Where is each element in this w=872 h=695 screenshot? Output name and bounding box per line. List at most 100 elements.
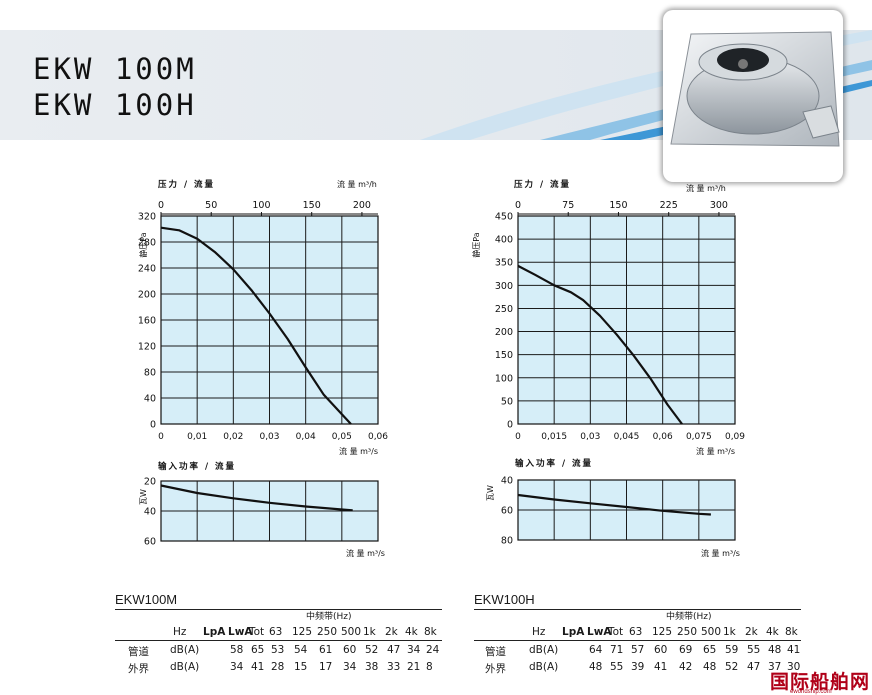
y-tick-label: 20 <box>144 477 156 488</box>
chart-title: 压力 / 流量 <box>514 179 571 190</box>
table-header-cell: 250 <box>317 626 338 638</box>
table-cell: 42 <box>679 661 693 673</box>
x2-tick-label: 100 <box>252 200 270 211</box>
table-cell: 8 <box>426 661 433 673</box>
y-tick-label: 320 <box>138 212 156 223</box>
table-cell: 41 <box>787 644 801 656</box>
y-tick-label: 100 <box>495 373 513 384</box>
product-photo <box>663 10 843 182</box>
table-cell: 69 <box>679 644 693 656</box>
y-tick-label: 200 <box>495 327 513 338</box>
table-header-cell: 63 <box>629 626 643 638</box>
watermark-logo: 国际船舶网 <box>770 672 871 693</box>
table-band-header: 中频带(Hz) <box>666 612 712 622</box>
chart-ekw100h-pressure: 0 50 100 150 200 250 300 350 400 450 静压Pa 0 0,015 0,0… <box>471 179 745 456</box>
chart-ekw100h-power: 40 60 80 瓦W 输入功率 / 流量流 量 m³/s <box>486 458 740 558</box>
table-header-cell: Tot <box>249 626 265 638</box>
table-header-cell: 4k <box>766 626 779 638</box>
table-header-cell: 500 <box>701 626 722 638</box>
table-cell: 52 <box>725 661 739 673</box>
table-band-header: 中频带(Hz) <box>306 612 352 622</box>
plot-area <box>517 215 736 425</box>
y-tick-label: 350 <box>495 258 513 269</box>
table-rule <box>474 609 801 610</box>
chart-ekw100m-power: 20 40 60 瓦W 输入功率 / 流量流 量 m³/s <box>139 461 385 558</box>
x-axis-label: 流 量 m³/s <box>339 446 378 456</box>
x2-tick-label: 300 <box>710 200 728 211</box>
table-cell: 34 <box>343 661 357 673</box>
table-cell: 59 <box>725 644 739 656</box>
table-cell: 65 <box>703 644 717 656</box>
table-header-cell: Hz <box>532 626 546 638</box>
table-cell: 71 <box>610 644 624 656</box>
y-axis-label: 静压Pa <box>138 232 148 257</box>
table-cell: 41 <box>251 661 265 673</box>
chart-title: 输入功率 / 流量 <box>515 458 593 469</box>
table-header-cell: 1k <box>363 626 376 638</box>
y-tick-label: 240 <box>138 264 156 275</box>
table-cell: 28 <box>271 661 285 673</box>
plot-area <box>160 480 379 542</box>
table-header-cell: 4k <box>405 626 418 638</box>
x-axis-label: 流 量 m³/s <box>346 548 385 558</box>
y-tick-label: 400 <box>495 235 513 246</box>
y-tick-label: 60 <box>144 537 156 548</box>
table-cell: 21 <box>407 661 421 673</box>
x-tick-label: 0,01 <box>187 432 207 442</box>
table-cell: 15 <box>294 661 308 673</box>
x2-axis-label: 流 量 m³/h <box>686 183 726 193</box>
table-row-label: 管道 <box>128 646 149 658</box>
table-cell: 41 <box>654 661 668 673</box>
table-cell: 47 <box>747 661 761 673</box>
table-cell: 54 <box>294 644 308 656</box>
table-cell: 53 <box>271 644 285 656</box>
table-cell: 33 <box>387 661 401 673</box>
x-tick-label: 0,045 <box>614 432 640 442</box>
table-model-label: EKW100H <box>474 592 535 607</box>
table-cell: 38 <box>365 661 379 673</box>
y-axis-label: 瓦W <box>139 489 148 505</box>
series-line <box>160 484 353 512</box>
y-tick-label: 450 <box>495 212 513 223</box>
plot-area <box>517 479 736 541</box>
x2-tick-label: 150 <box>609 200 627 211</box>
table-cell: 57 <box>631 644 645 656</box>
table-header-cell: LwA <box>587 626 612 638</box>
y-tick-label: 280 <box>138 238 156 249</box>
table-header-cell: 2k <box>385 626 398 638</box>
table-cell: 48 <box>589 661 603 673</box>
x2-tick-label: 75 <box>562 200 574 211</box>
table-cell: dB(A) <box>170 644 200 656</box>
table-cell: 34 <box>230 661 244 673</box>
table-cell: 61 <box>319 644 333 656</box>
table-cell: 60 <box>654 644 668 656</box>
y-axis-label: 瓦W <box>486 485 495 501</box>
table-cell: 17 <box>319 661 333 673</box>
x-tick-label: 0,02 <box>223 432 243 442</box>
table-cell: 39 <box>631 661 645 673</box>
table-header-cell: LwA <box>228 626 253 638</box>
x-tick-label: 0,09 <box>725 432 745 442</box>
table-header-cell: Tot <box>608 626 624 638</box>
table-rule <box>115 609 442 610</box>
x-tick-label: 0,075 <box>686 432 712 442</box>
y-tick-label: 150 <box>495 350 513 361</box>
x-tick-label: 0,06 <box>368 432 388 442</box>
table-header-cell: 2k <box>745 626 758 638</box>
table-header-cell: Hz <box>173 626 187 638</box>
x2-tick-label: 50 <box>205 200 217 211</box>
table-cell: dB(A) <box>170 661 200 673</box>
chart-ekw100m-pressure: 0 40 80 120 160 200 240 280 320 静压Pa 0 0,01 0,02 0,03… <box>138 179 388 456</box>
y-tick-label: 160 <box>138 316 156 327</box>
table-header-cell: 1k <box>723 626 736 638</box>
watermark-url: eworldship.com <box>790 689 832 695</box>
table-header-cell: LpA <box>203 626 226 638</box>
x-tick-label: 0,015 <box>541 432 567 442</box>
x-tick-label: 0,03 <box>580 432 600 442</box>
y-tick-label: 40 <box>501 476 513 487</box>
table-cell: 55 <box>610 661 624 673</box>
table-cell: 60 <box>343 644 357 656</box>
x-tick-label: 0,06 <box>653 432 673 442</box>
table-row-label: 外界 <box>485 663 506 675</box>
table-cell: 55 <box>747 644 761 656</box>
